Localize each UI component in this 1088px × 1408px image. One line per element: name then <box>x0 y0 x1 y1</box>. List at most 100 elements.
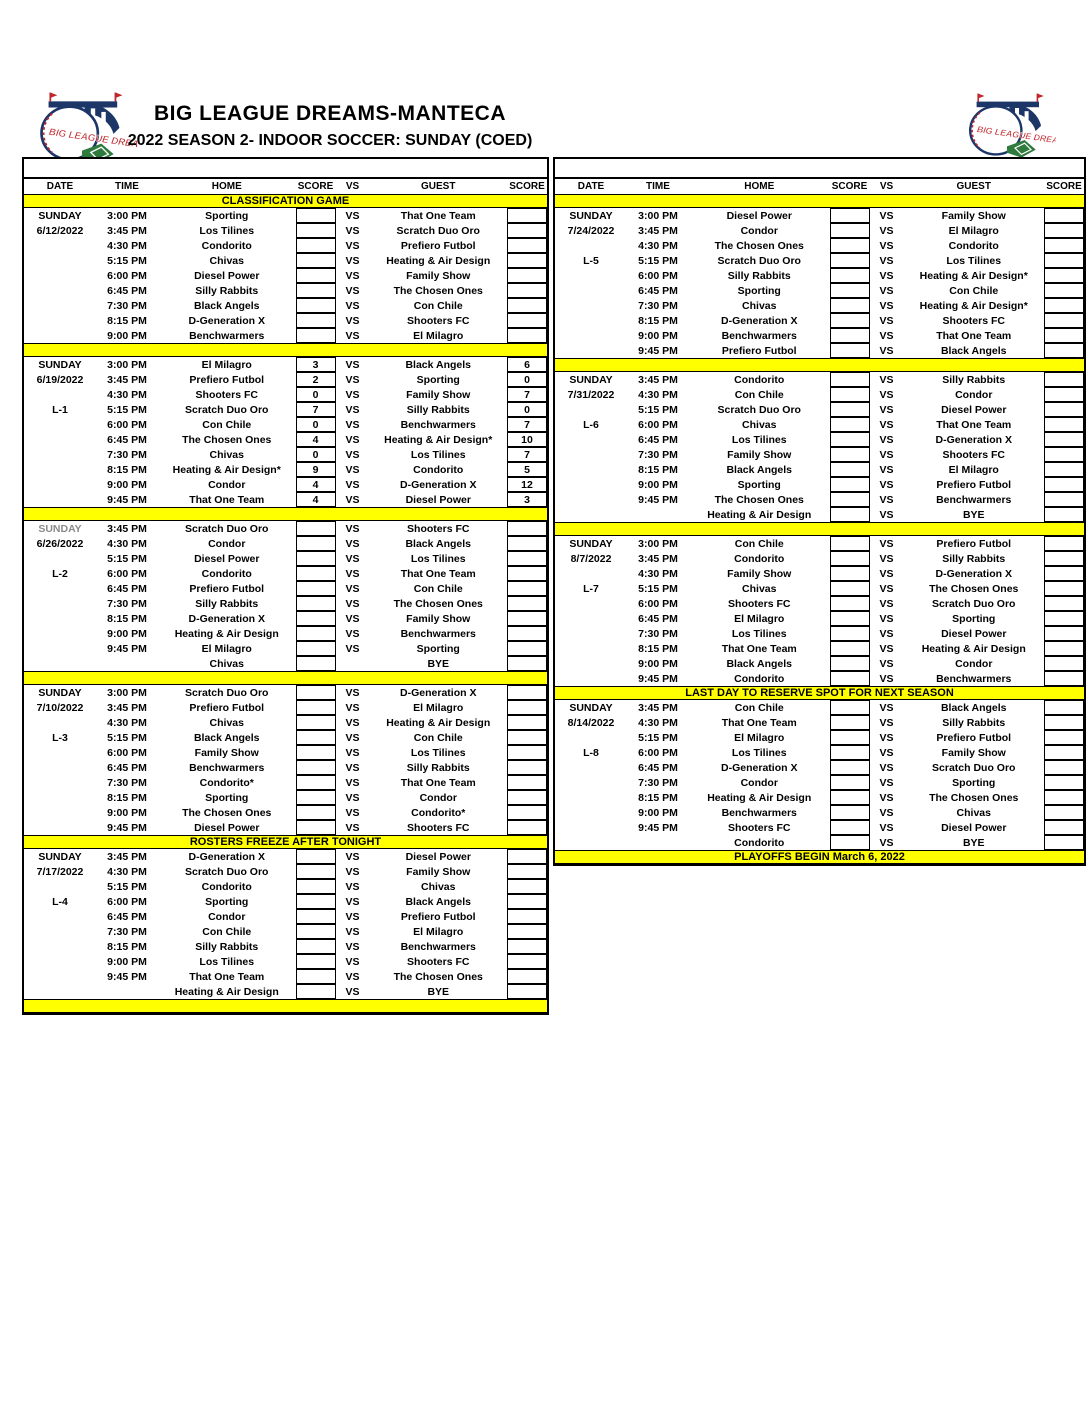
home-score-box <box>829 715 870 730</box>
home-score-box <box>295 253 336 268</box>
date-label: 8/7/2022 <box>570 552 612 565</box>
home-score-box <box>829 566 870 581</box>
game-row: 7:30 PM Condor VS Sporting <box>555 775 1084 790</box>
guest-team-cell: Condor <box>419 791 457 804</box>
time-cell: 6:45 PM <box>107 284 147 297</box>
vs-cell: VS <box>345 418 360 431</box>
vs-cell: VS <box>345 940 360 953</box>
vs-cell: VS <box>879 299 894 312</box>
game-row: 9:00 PM Sporting VS Prefiero Futbol <box>555 477 1084 492</box>
date-spacer <box>555 268 627 283</box>
date-spacer <box>555 462 627 477</box>
guest-team-cell: Heating & Air Design* <box>919 269 1028 282</box>
guest-score-box <box>1044 715 1084 730</box>
guest-score-box <box>507 328 547 343</box>
game-row: 5:15 PM Condorito VS Chivas <box>24 879 547 894</box>
guest-score-box <box>1044 298 1084 313</box>
game-row: SUNDAY 3:45 PM D-Generation X VS Diesel Powe… <box>24 849 547 864</box>
home-score-box <box>829 477 870 492</box>
home-team-cell: D-Generation X <box>188 850 265 863</box>
guest-score-box <box>507 298 547 313</box>
col-header-home: HOME <box>744 181 775 192</box>
home-score-box: 0 <box>295 447 336 462</box>
vs-cell: VS <box>345 880 360 893</box>
home-score-box <box>295 581 336 596</box>
date-spacer <box>24 551 96 566</box>
guest-team-cell: Sporting <box>416 642 460 655</box>
home-score-box <box>295 685 336 700</box>
home-score-box <box>829 775 870 790</box>
date-label: 6/19/2022 <box>36 373 84 386</box>
home-team-cell: Silly Rabbits <box>195 940 259 953</box>
time-cell: 7:30 PM <box>107 776 147 789</box>
guest-score-box <box>1044 343 1084 358</box>
game-row: 9:45 PM That One Team VS The Chosen Ones <box>24 969 547 984</box>
league-label: L-7 <box>583 582 599 595</box>
time-cell: 3:45 PM <box>638 552 678 565</box>
home-score-box <box>829 551 870 566</box>
guest-team-cell: D-Generation X <box>400 478 477 491</box>
guest-score-box <box>1044 432 1084 447</box>
time-cell: 8:15 PM <box>107 940 147 953</box>
guest-score-box <box>1044 253 1084 268</box>
day-label: SUNDAY <box>569 373 613 386</box>
time-cell: 9:00 PM <box>638 806 678 819</box>
col-header-time: TIME <box>115 181 139 192</box>
home-team-cell: The Chosen Ones <box>182 806 272 819</box>
guest-team-cell: Diesel Power <box>405 850 471 863</box>
guest-team-cell: The Chosen Ones <box>393 284 483 297</box>
time-cell: 6:45 PM <box>107 433 147 446</box>
date-spacer <box>555 656 627 671</box>
date-label: 7/10/2022 <box>36 701 84 714</box>
time-cell: 6:00 PM <box>638 597 678 610</box>
home-team-cell: Family Show <box>727 448 792 461</box>
time-cell: 7:30 PM <box>107 597 147 610</box>
vs-cell: VS <box>345 209 360 222</box>
game-row: 6:45 PM Prefiero Futbol VS Con Chile <box>24 581 547 596</box>
game-row: 8:15 PM D-Generation X VS Shooters FC <box>555 313 1084 328</box>
date-spacer <box>555 477 627 492</box>
guest-score-box <box>507 879 547 894</box>
vs-cell: VS <box>345 478 360 491</box>
vs-cell: VS <box>879 373 894 386</box>
date-spacer <box>24 611 96 626</box>
league-label <box>24 253 96 268</box>
time-cell: 9:45 PM <box>107 821 147 834</box>
home-score-box <box>829 596 870 611</box>
home-team-cell: Heating & Air Design <box>174 627 279 640</box>
guest-team-cell: That One Team <box>400 209 476 222</box>
date-spacer <box>24 417 96 432</box>
time-cell: 4:30 PM <box>638 716 678 729</box>
guest-team-cell: Heating & Air Design* <box>384 433 493 446</box>
league-label: L-6 <box>583 418 599 431</box>
col-header-score: SCORE <box>1044 181 1084 192</box>
game-row: 9:45 PM El Milagro VS Sporting <box>24 641 547 656</box>
home-score-box <box>295 939 336 954</box>
league-label: L-3 <box>52 731 68 744</box>
guest-score-box: 7 <box>507 387 547 402</box>
guest-score-box <box>507 596 547 611</box>
game-row: 9:00 PM The Chosen Ones VS Condorito* <box>24 805 547 820</box>
date-spacer <box>24 775 96 790</box>
vs-cell: VS <box>879 806 894 819</box>
home-score-box <box>295 596 336 611</box>
game-row: 6:00 PM Diesel Power VS Family Show <box>24 268 547 283</box>
time-cell: 4:30 PM <box>107 239 147 252</box>
home-score-box <box>829 745 870 760</box>
home-score-box <box>829 492 870 507</box>
home-score-box <box>829 611 870 626</box>
time-cell: 6:45 PM <box>638 284 678 297</box>
vs-cell: VS <box>345 642 360 655</box>
time-cell: 6:45 PM <box>107 910 147 923</box>
guest-team-cell: Benchwarmers <box>936 493 1012 506</box>
game-row: Condorito VS BYE <box>555 835 1084 850</box>
time-cell: 6:00 PM <box>107 895 147 908</box>
date-spacer <box>24 387 96 402</box>
divider-banner <box>555 358 1084 372</box>
vs-cell: VS <box>345 776 360 789</box>
vs-cell: VS <box>879 478 894 491</box>
guest-score-box <box>1044 328 1084 343</box>
home-team-cell: Heating & Air Design* <box>172 463 281 476</box>
game-row: 6:45 PM The Chosen Ones 4 VS Heating & Air D… <box>24 432 547 447</box>
time-cell: 7:30 PM <box>638 627 678 640</box>
